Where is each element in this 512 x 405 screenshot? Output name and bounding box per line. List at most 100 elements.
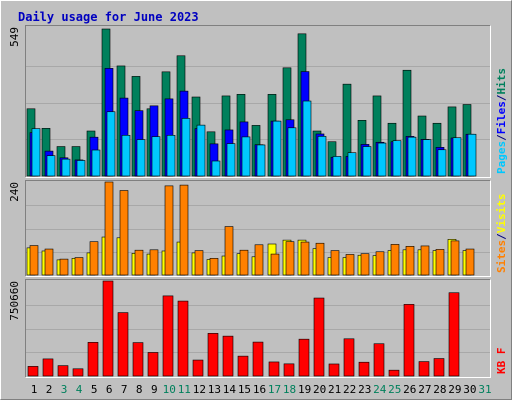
x-tick-label: 18 (283, 383, 296, 396)
panel-sites-visits: 240 Sites/Visits (8, 180, 508, 277)
bar-kb-f-day-6 (102, 280, 114, 377)
x-tick-label: 27 (418, 383, 431, 396)
y-max-label: 750660 (8, 281, 21, 321)
bar-pages-day-22 (347, 152, 357, 177)
bar-sites-day-19 (300, 241, 310, 276)
x-tick-label: 10 (163, 383, 176, 396)
legend-item: Pages (495, 141, 508, 174)
bar-kb-f-day-11 (177, 300, 189, 377)
bar-sites-day-18 (285, 241, 295, 276)
plot-shadow (25, 25, 491, 178)
bar-sites-day-7 (119, 190, 129, 276)
bar-kb-f-day-8 (132, 342, 144, 377)
bar-sites-day-23 (360, 253, 370, 276)
bar-pages-day-25 (392, 140, 402, 177)
x-tick-label: 19 (298, 383, 311, 396)
bar-kb-f-day-7 (117, 312, 129, 377)
bar-pages-day-10 (166, 135, 176, 177)
bar-pages-day-26 (407, 136, 417, 177)
bar-kb-f-day-22 (343, 338, 355, 377)
legend-item: Files (495, 101, 508, 134)
legend-item: KB F (495, 348, 508, 375)
bar-kb-f-day-12 (192, 359, 204, 377)
bar-kb-f-day-28 (433, 358, 445, 377)
bar-kb-f-day-25 (388, 369, 400, 377)
bar-kb-f-day-1 (27, 366, 39, 377)
x-tick-label: 26 (403, 383, 416, 396)
x-tick-label: 17 (268, 383, 281, 396)
x-tick-label: 28 (433, 383, 446, 396)
bar-kb-f-day-2 (42, 358, 54, 377)
bar-kb-f-day-9 (147, 352, 159, 377)
legend-item: / (495, 233, 508, 240)
bar-pages-day-14 (226, 143, 236, 177)
x-tick-label: 8 (136, 383, 143, 396)
bar-sites-day-12 (194, 250, 204, 276)
bar-sites-day-6 (104, 181, 114, 276)
bar-pages-day-13 (211, 160, 221, 177)
bar-kb-f-day-4 (72, 368, 84, 377)
plot-shadow (25, 180, 491, 277)
bar-pages-day-28 (437, 149, 447, 177)
bar-sites-day-25 (390, 244, 400, 276)
bar-pages-day-9 (151, 136, 161, 177)
x-tick-label: 4 (76, 383, 83, 396)
x-tick-label: 29 (448, 383, 461, 396)
bar-sites-day-17 (270, 253, 280, 276)
bar-pages-day-30 (467, 133, 477, 177)
x-tick-label: 30 (463, 383, 476, 396)
bar-pages-day-21 (332, 156, 342, 177)
bar-pages-day-23 (362, 146, 372, 177)
x-tick-label: 21 (328, 383, 341, 396)
bar-kb-f-day-16 (252, 341, 264, 377)
bar-kb-f-day-21 (328, 363, 340, 377)
bar-kb-f-day-5 (87, 342, 99, 377)
legend: KB F (495, 348, 508, 375)
bar-kb-f-day-29 (448, 292, 460, 377)
bar-kb-f-day-27 (418, 361, 430, 377)
bar-pages-day-6 (106, 111, 116, 177)
plot-highlight (25, 180, 491, 277)
bar-sites-day-28 (435, 249, 445, 276)
x-tick-label: 16 (253, 383, 266, 396)
bar-sites-day-14 (224, 226, 234, 276)
bar-pages-day-24 (377, 142, 387, 177)
x-tick-label: 6 (106, 383, 113, 396)
x-tick-label: 1 (31, 383, 38, 396)
bar-pages-day-1 (31, 128, 41, 177)
bar-sites-day-1 (29, 245, 39, 276)
bar-sites-day-9 (149, 249, 159, 276)
x-tick-label: 20 (313, 383, 326, 396)
bar-pages-day-18 (287, 127, 297, 177)
bar-sites-day-16 (254, 244, 264, 276)
bar-pages-day-12 (196, 124, 206, 177)
y-max-label: 240 (8, 182, 21, 202)
legend-item: / (495, 94, 508, 101)
bar-sites-day-11 (179, 184, 189, 276)
bar-pages-day-27 (422, 139, 432, 177)
x-tick-label: 13 (208, 383, 221, 396)
bar-sites-day-10 (164, 185, 174, 276)
x-tick-label: 14 (223, 383, 237, 396)
legend: Pages/Files/Hits (495, 68, 508, 174)
bar-pages-day-17 (272, 120, 282, 177)
bar-kb-f-day-26 (403, 304, 415, 377)
x-tick-label: 24 (373, 383, 387, 396)
bar-pages-day-8 (136, 139, 146, 177)
bar-kb-f-day-3 (57, 365, 69, 377)
plot-highlight (25, 25, 491, 178)
x-tick-label: 11 (178, 383, 191, 396)
bar-pages-day-5 (91, 149, 101, 177)
bar-kb-f-day-24 (373, 343, 385, 377)
bar-sites-day-13 (209, 258, 219, 276)
bar-pages-day-4 (76, 160, 86, 177)
chart-title: Daily usage for June 2023 (18, 10, 199, 24)
bar-sites-day-15 (239, 249, 249, 276)
legend: Sites/Visits (495, 194, 508, 274)
y-max-label: 549 (8, 27, 21, 47)
legend-item: / (495, 134, 508, 141)
bar-sites-day-30 (465, 248, 475, 276)
